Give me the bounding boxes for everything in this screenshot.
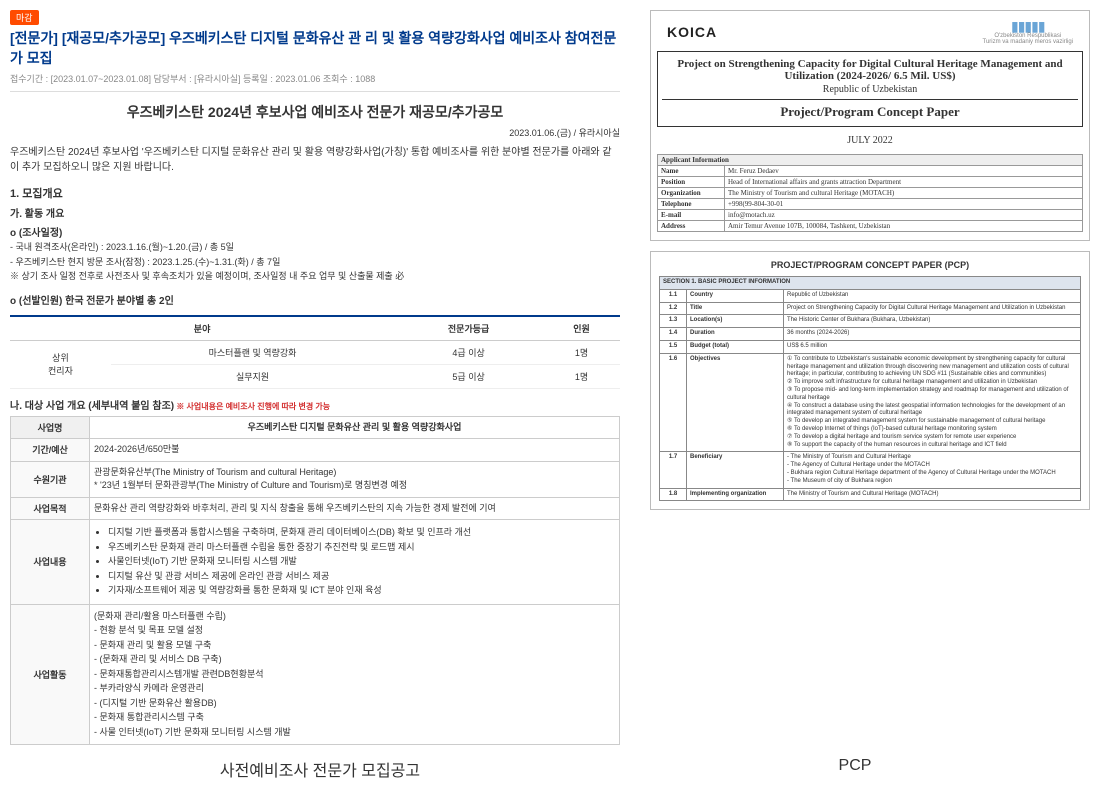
project-title-box: Project on Strengthening Capacity for Di… [657,51,1083,127]
proj-line2: Republic of Uzbekistan [662,84,1078,95]
td: 5급 이상 [394,364,543,388]
td: 2024-2026년/650만불 [90,439,620,462]
uzbekistan-logo: ▮▮▮▮▮ O'zbekiston Respublikasi Turizm va… [983,19,1073,45]
td-activities: (문화재 관리/활용 마스터플랜 수립)- 현황 분석 및 목표 모델 설정- … [90,604,620,745]
pcp-section1: PROJECT/PROGRAM CONCEPT PAPER (PCP) SECT… [650,251,1090,510]
td: 관광문화유산부(The Ministry of Tourism and cult… [90,461,620,497]
td-content: 디지털 기반 플랫폼과 통합시스템을 구축하며, 문화재 관리 데이터베이스(D… [90,520,620,605]
pcp-heading: PROJECT/PROGRAM CONCEPT PAPER (PCP) [659,260,1081,270]
list-item: 디지털 유산 및 관광 서비스 제공에 온라인 관광 서비스 제공 [108,570,615,584]
list-item: - (문화재 관리 및 서비스 DB 구축) [94,653,615,667]
schedule-1: - 국내 원격조사(온라인) : 2023.1.16.(월)~1.20.(금) … [10,241,620,255]
list-item: - 문화재 관리 및 활용 모델 구축 [94,639,615,653]
td-cat: 상위 컨리자 [10,340,111,388]
caption-left: 사전예비조사 전문가 모집공고 [10,757,630,781]
td: 우즈베키스탄 디지털 문화유산 관리 및 활용 역량강화사업 [90,416,620,439]
experts-table: 분야 전문가등급 인원 상위 컨리자 마스터플랜 및 역량강화 4급 이상 1명… [10,315,620,389]
date-july: JULY 2022 [657,135,1083,146]
td: 문화유산 관리 역량강화와 바후처리, 관리 및 지식 창출을 통해 우즈베키스… [90,497,620,520]
intro-text: 우즈베키스탄 2024년 후보사업 '우즈베키스탄 디지털 문화유산 관리 및 … [10,145,620,175]
th: 기간/예산 [11,439,90,462]
proj-line3: Project/Program Concept Paper [662,99,1078,120]
date-line: 2023.01.06.(금) / 유라시아실 [10,126,620,139]
td: 1명 [543,364,620,388]
pcp-table: SECTION 1. BASIC PROJECT INFORMATION 1.1… [659,276,1081,501]
post-meta: 접수기간 : [2023.01.07~2023.01.08] 담당부서 : [유… [10,72,620,92]
recruitment-post: 마감 [전문가] [재공모/추가공모] 우즈베키스탄 디지털 문화유산 관 리 … [10,10,620,745]
th-count: 인원 [543,316,620,341]
list-item: - 문화재통합관리시스템개발 관련DB현황분석 [94,668,615,682]
td: 마스터플랜 및 역량강화 [111,340,394,364]
th: 수원기관 [11,461,90,497]
section-2: 나. 대상 사업 개요 (세부내역 붙임 참조) ※ 사업내용은 예비조사 진행… [10,397,620,412]
list-item: - 사물 인터넷(IoT) 기반 문화재 모니터링 시스템 개발 [94,726,615,740]
th: 사업목적 [11,497,90,520]
list-item: (문화재 관리/활용 마스터플랜 수립) [94,610,615,624]
td: 1명 [543,340,620,364]
info-header: Applicant Information [658,155,1083,166]
pcp-section-header: SECTION 1. BASIC PROJECT INFORMATION [660,277,1081,290]
th-grade: 전문가등급 [394,316,543,341]
project-table: 사업명우즈베키스탄 디지털 문화유산 관리 및 활용 역량강화사업 기간/예산2… [10,416,620,746]
pcp-documents: KOICA ▮▮▮▮▮ O'zbekiston Respublikasi Tur… [650,10,1090,745]
applicant-info-table: Applicant Information NameMr. Feruz Deda… [657,154,1083,232]
list-item: 사물인터넷(IoT) 기반 문화재 모니터링 시스템 개발 [108,555,615,569]
list-item: - 부카라양식 카메라 운영관리 [94,682,615,696]
th: 사업명 [11,416,90,439]
schedule-note: ※ 상기 조사 일정 전후로 사전조사 및 후속조치가 있을 예정이며, 조사일… [10,270,620,284]
koica-logo: KOICA [667,24,717,40]
th: 사업활동 [11,604,90,745]
caption-right: PCP [630,757,1080,781]
td: 4급 이상 [394,340,543,364]
list-item: - 현황 분석 및 목표 모델 설정 [94,624,615,638]
list-item: - (디지털 기반 문화유산 활용DB) [94,697,615,711]
list-item: - 문화재 통합관리시스템 구축 [94,711,615,725]
list-item: 기자재/소프트웨어 제공 및 역량강화를 통한 문화재 및 ICT 분야 인재 … [108,584,615,598]
main-heading: 우즈베키스탄 2024년 후보사업 예비조사 전문가 재공모/추가공모 [10,102,620,122]
captions-row: 사전예비조사 전문가 모집공고 PCP [10,757,1091,781]
list-item: 우즈베키스탄 문화재 관리 마스터플랜 수립을 통한 중장기 추진전략 및 로드… [108,541,615,555]
selection-line: o (선발인원) 한국 전문가 분야별 총 2인 [10,292,620,307]
list-item: 디지털 기반 플랫폼과 통합시스템을 구축하며, 문화재 관리 데이터베이스(D… [108,526,615,540]
td: 실무지원 [111,364,394,388]
proj-line1: Project on Strengthening Capacity for Di… [662,58,1078,82]
post-title: [전문가] [재공모/추가공모] 우즈베키스탄 디지털 문화유산 관 리 및 활… [10,29,620,68]
th: 사업내용 [11,520,90,605]
status-badge: 마감 [10,10,39,25]
schedule-2: - 우즈베키스탄 현지 방문 조사(잠정) : 2023.1.25.(수)~1.… [10,256,620,270]
concept-paper-cover: KOICA ▮▮▮▮▮ O'zbekiston Respublikasi Tur… [650,10,1090,241]
section-1a: 가. 활동 개요 [10,205,620,220]
section-1b: o (조사일정) [10,224,620,239]
th-field: 분야 [10,316,394,341]
section-1: 1. 모집개요 [10,185,620,201]
